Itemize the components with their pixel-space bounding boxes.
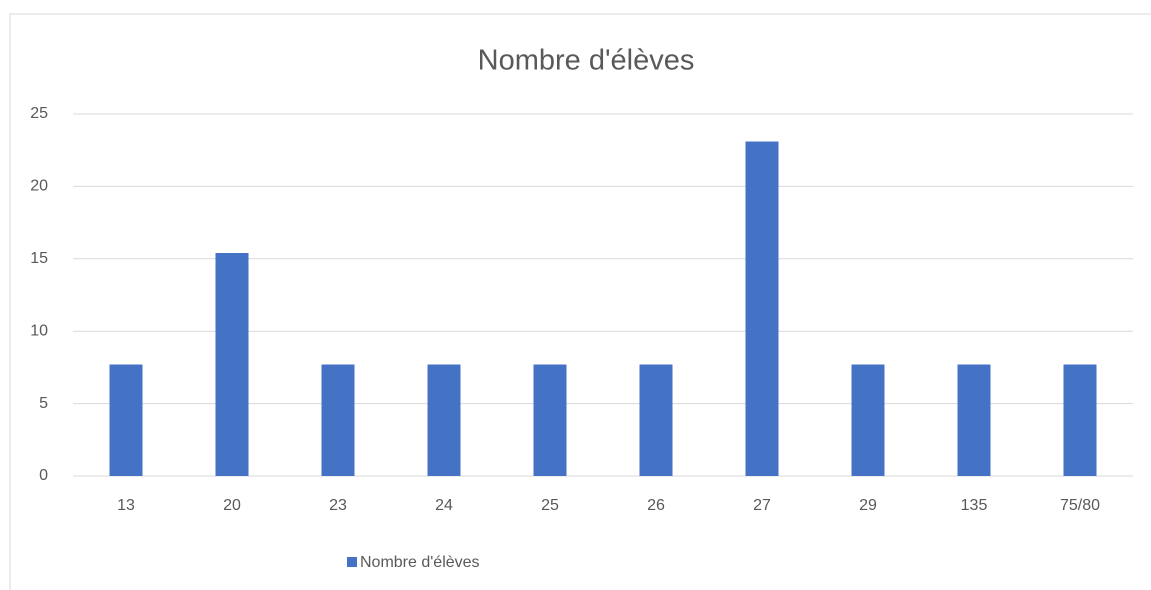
x-tick-label: 24 xyxy=(435,497,453,514)
bar xyxy=(851,364,885,476)
y-tick-label: 5 xyxy=(39,395,48,412)
chart-title: Nombre d'élèves xyxy=(478,45,695,77)
y-tick-label: 10 xyxy=(30,322,48,339)
bar xyxy=(639,364,673,476)
legend-swatch xyxy=(347,557,357,567)
bar xyxy=(957,364,991,476)
chart-border xyxy=(9,13,1151,590)
bar xyxy=(427,364,461,476)
bar xyxy=(1063,364,1097,476)
x-tick-label: 13 xyxy=(117,497,135,514)
bar xyxy=(215,253,249,476)
x-tick-label: 23 xyxy=(329,497,347,514)
x-tick-label: 135 xyxy=(961,497,988,514)
y-tick-label: 0 xyxy=(39,467,48,484)
bar xyxy=(109,364,143,476)
x-tick-label: 29 xyxy=(859,497,877,514)
y-tick-label: 25 xyxy=(30,105,48,122)
bar xyxy=(321,364,355,476)
x-tick-label: 25 xyxy=(541,497,559,514)
x-tick-label: 27 xyxy=(753,497,771,514)
x-tick-label: 20 xyxy=(223,497,241,514)
y-tick-label: 15 xyxy=(30,250,48,267)
x-tick-label: 75/80 xyxy=(1060,497,1100,514)
bar xyxy=(745,141,779,476)
legend-label: Nombre d'élèves xyxy=(360,554,480,571)
bar xyxy=(533,364,567,476)
y-tick-label: 20 xyxy=(30,178,48,195)
x-tick-label: 26 xyxy=(647,497,665,514)
